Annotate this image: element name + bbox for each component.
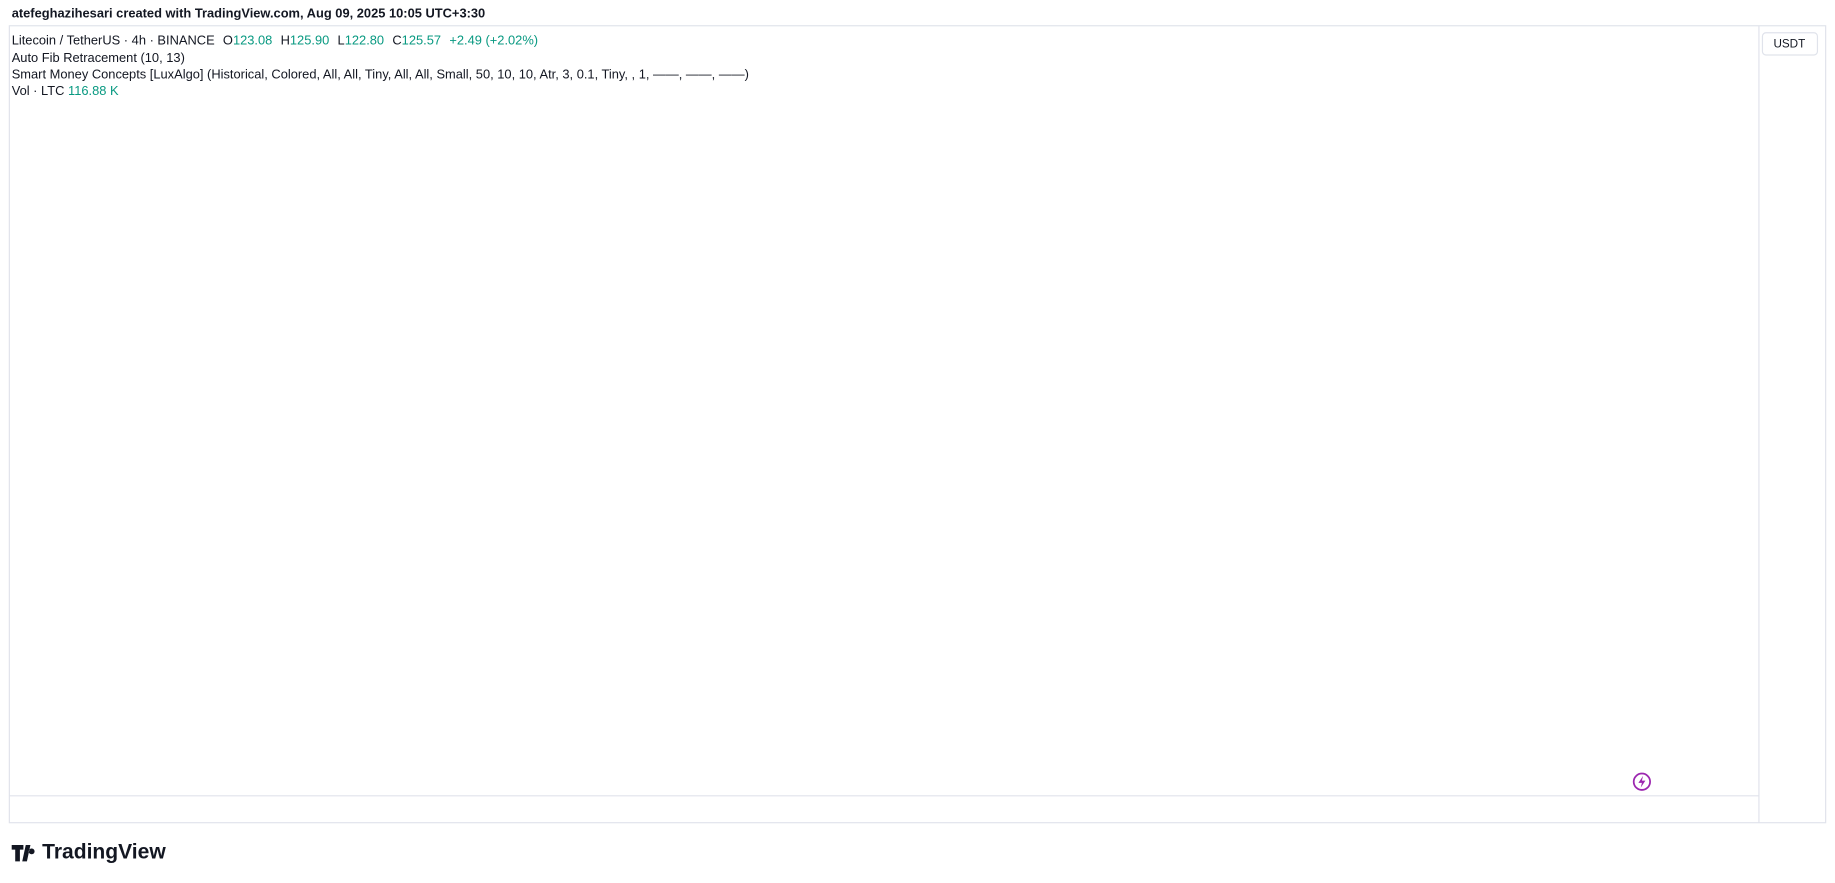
- field-key: L: [337, 33, 345, 48]
- indicator: Smart Money Concepts [LuxAlgo] (Historic…: [11, 67, 749, 82]
- credit: atefeghazihesari created with TradingVie…: [11, 7, 486, 22]
- indicator: Auto Fib Retracement (10, 13): [11, 51, 185, 66]
- currency-button[interactable]: [1761, 32, 1819, 56]
- symbol: Litecoin / TetherUS · 4h · BINANCE: [11, 33, 215, 48]
- volume-name: Vol · LTC: [11, 84, 65, 99]
- change: +2.49 (+2.02%): [449, 33, 539, 48]
- field-key: O: [222, 33, 233, 48]
- chart-frame: [8, 25, 1827, 824]
- field-key: C: [392, 33, 402, 48]
- field-value: 123.08: [232, 33, 273, 48]
- field-value: 122.80: [344, 33, 385, 48]
- field-value: 125.57: [401, 33, 442, 48]
- field-value: 125.90: [289, 33, 330, 48]
- alert-bolt: [1638, 775, 1646, 788]
- logo-mark: [11, 844, 35, 862]
- field-key: H: [280, 33, 290, 48]
- volume-legend: Vol · LTC 116.88 K: [12, 83, 119, 99]
- legend-main: Litecoin / TetherUS · 4h · BINANCE O123.…: [12, 33, 538, 49]
- logo-text: TradingView: [42, 841, 166, 864]
- volume-value: 116.88 K: [67, 84, 119, 99]
- currency: USDT: [1773, 38, 1805, 51]
